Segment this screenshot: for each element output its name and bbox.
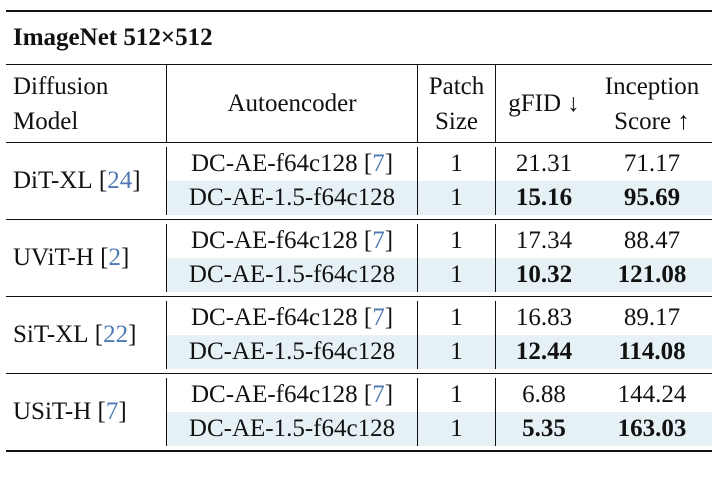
header-autoencoder: Autoencoder (166, 65, 417, 142)
autoencoder-name: DC-AE-1.5-f64c128 (188, 184, 396, 211)
model-name: USiT-H (13, 398, 92, 425)
autoencoder-name: DC-AE-f64c128 (190, 304, 358, 331)
header-gfid: gFID ↓ (495, 65, 592, 142)
inception-score-cell: 163.03 (592, 412, 712, 446)
autoencoder-citation[interactable]: 7 (372, 381, 385, 408)
table-row: DC-AE-f64c128 [7] 1 16.83 89.17 (166, 301, 712, 335)
header-model-line1: Diffusion (13, 72, 109, 100)
patch-size-cell: 1 (417, 147, 495, 181)
autoencoder-cell: DC-AE-1.5-f64c128 (166, 258, 417, 292)
model-name-cell: UViT-H [2] (13, 244, 130, 271)
model-group: DiT-XL [24] DC-AE-f64c128 [7] 1 21.31 71.17 D… (6, 143, 712, 220)
model-citation[interactable]: 2 (108, 244, 122, 271)
model-name-cell: SiT-XL [22] (13, 321, 137, 348)
patch-size-cell: 1 (417, 181, 495, 215)
autoencoder-name: DC-AE-f64c128 (190, 227, 358, 254)
header-patch-line1: Patch (428, 72, 485, 100)
autoencoder-name: DC-AE-1.5-f64c128 (188, 415, 396, 442)
inception-score-cell: 71.17 (623, 150, 681, 177)
table-row-highlighted: DC-AE-1.5-f64c128 1 5.35 163.03 (166, 412, 712, 446)
patch-size-cell: 1 (417, 378, 495, 412)
results-table: ImageNet 512×512 Diffusion Model Autoenc… (6, 10, 712, 452)
table-title: ImageNet 512×512 (6, 12, 712, 65)
model-citation[interactable]: 7 (105, 398, 119, 425)
table-body: DiT-XL [24] DC-AE-f64c128 [7] 1 21.31 71.17 D… (6, 143, 712, 450)
model-group: UViT-H [2] DC-AE-f64c128 [7] 1 17.34 88.47 DC… (6, 220, 712, 297)
table-row-highlighted: DC-AE-1.5-f64c128 1 12.44 114.08 (166, 335, 712, 369)
autoencoder-citation[interactable]: 7 (372, 304, 385, 331)
header-diffusion-model: Diffusion Model (6, 65, 166, 142)
inception-score-cell: 144.24 (617, 381, 687, 408)
gfid-cell: 6.88 (495, 378, 592, 412)
header-is-line2: Score ↑ (614, 107, 690, 135)
autoencoder-name: DC-AE-1.5-f64c128 (188, 261, 396, 288)
autoencoder-cell: DC-AE-f64c128 [7] (166, 301, 417, 335)
model-name: UViT-H (13, 244, 94, 271)
table-row: DC-AE-f64c128 [7] 1 6.88 144.24 (166, 378, 712, 412)
inception-score-cell: 89.17 (623, 304, 681, 331)
header-patch-size: Patch Size (417, 65, 495, 142)
model-name: DiT-XL (13, 167, 93, 194)
inception-score-cell: 88.47 (623, 227, 681, 254)
header-model-line2: Model (13, 107, 79, 135)
model-citation[interactable]: 22 (103, 321, 129, 348)
model-name: SiT-XL (13, 321, 89, 348)
inception-score-cell: 95.69 (592, 181, 712, 215)
gfid-cell: 10.32 (495, 258, 592, 292)
table-row: DC-AE-f64c128 [7] 1 17.34 88.47 (166, 224, 712, 258)
autoencoder-cell: DC-AE-1.5-f64c128 (166, 335, 417, 369)
patch-size-cell: 1 (417, 258, 495, 292)
gfid-cell: 21.31 (495, 147, 592, 181)
gfid-cell: 17.34 (495, 224, 592, 258)
autoencoder-name: DC-AE-f64c128 (190, 381, 358, 408)
gfid-cell: 16.83 (495, 301, 592, 335)
patch-size-cell: 1 (417, 301, 495, 335)
patch-size-cell: 1 (417, 224, 495, 258)
autoencoder-name: DC-AE-1.5-f64c128 (188, 338, 396, 365)
inception-score-cell: 114.08 (592, 335, 712, 369)
patch-size-cell: 1 (417, 335, 495, 369)
gfid-cell: 15.16 (495, 181, 592, 215)
autoencoder-cell: DC-AE-f64c128 [7] (166, 224, 417, 258)
autoencoder-citation[interactable]: 7 (372, 227, 385, 254)
autoencoder-cell: DC-AE-f64c128 [7] (166, 147, 417, 181)
autoencoder-citation[interactable]: 7 (372, 150, 385, 177)
table-row-highlighted: DC-AE-1.5-f64c128 1 15.16 95.69 (166, 181, 712, 215)
gfid-cell: 5.35 (495, 412, 592, 446)
model-name-cell: DiT-XL [24] (13, 167, 141, 194)
table-row: DC-AE-f64c128 [7] 1 21.31 71.17 (166, 147, 712, 181)
header-is-line1: Inception (604, 72, 700, 100)
model-citation[interactable]: 24 (107, 167, 133, 194)
model-name-cell: USiT-H [7] (13, 398, 127, 425)
header-patch-line2: Size (434, 107, 479, 135)
table-header: Diffusion Model Autoencoder Patch Size g… (6, 65, 712, 143)
autoencoder-cell: DC-AE-f64c128 [7] (166, 378, 417, 412)
inception-score-cell: 121.08 (592, 258, 712, 292)
patch-size-cell: 1 (417, 412, 495, 446)
autoencoder-cell: DC-AE-1.5-f64c128 (166, 412, 417, 446)
autoencoder-cell: DC-AE-1.5-f64c128 (166, 181, 417, 215)
model-group: SiT-XL [22] DC-AE-f64c128 [7] 1 16.83 89.17 D… (6, 297, 712, 374)
header-inception-score: Inception Score ↑ (592, 65, 712, 142)
table-row-highlighted: DC-AE-1.5-f64c128 1 10.32 121.08 (166, 258, 712, 292)
model-group: USiT-H [7] DC-AE-f64c128 [7] 1 6.88 144.24 DC… (6, 374, 712, 450)
gfid-cell: 12.44 (495, 335, 592, 369)
autoencoder-name: DC-AE-f64c128 (190, 150, 358, 177)
